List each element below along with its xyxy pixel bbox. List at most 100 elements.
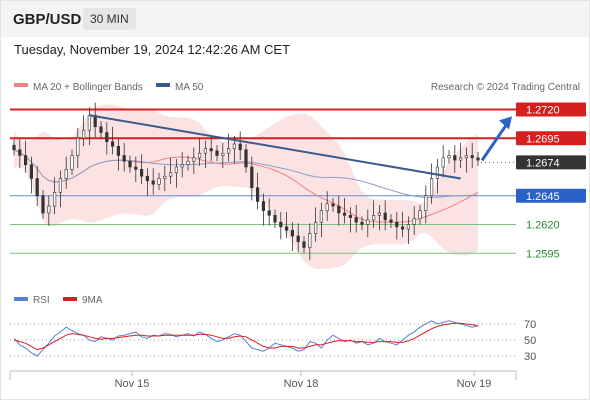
candle-body xyxy=(76,137,80,156)
header-bar: GBP/USD 30 MIN xyxy=(1,1,589,37)
price-legend: MA 20 + Bollinger Bands MA 50 Research ©… xyxy=(14,82,580,93)
candle-body xyxy=(203,148,208,154)
candle-body xyxy=(111,141,115,147)
candle-body xyxy=(447,155,451,159)
candle-body xyxy=(29,164,34,179)
candle-body xyxy=(99,126,103,133)
candle-body xyxy=(209,148,213,152)
price-plot: 1.2720 1.2695 1.2674 1.2645 1.2620 1.2595 xyxy=(10,102,586,270)
candle-body xyxy=(198,152,202,159)
rsi-legend-swatch xyxy=(14,297,28,301)
candle-body xyxy=(255,187,260,202)
candle-body xyxy=(360,221,364,225)
candle-body xyxy=(250,166,254,189)
forecast-arrow-shaft xyxy=(480,121,510,162)
candle-body xyxy=(116,146,120,156)
candle-body xyxy=(23,155,28,165)
candle-body xyxy=(12,144,16,151)
candle-body xyxy=(377,212,382,216)
candle-body xyxy=(412,218,416,225)
candle-body xyxy=(244,149,248,168)
candle-body xyxy=(296,235,300,243)
rsi-legend: RSI 9MA xyxy=(14,295,103,306)
candle-body xyxy=(267,210,271,216)
candle-body xyxy=(464,155,469,159)
copyright-text: Research © 2024 Trading Central xyxy=(431,82,580,93)
candle-body xyxy=(87,114,91,131)
candle-body xyxy=(238,143,242,151)
forecast-arrow-head xyxy=(499,116,512,130)
candle-body xyxy=(319,210,324,223)
candle-body xyxy=(186,160,190,165)
candle-body xyxy=(406,224,411,230)
candle-body xyxy=(70,155,74,170)
candle-body xyxy=(122,155,126,162)
timestamp: Tuesday, November 19, 2024 12:42:26 AM C… xyxy=(14,42,291,57)
candle-body xyxy=(453,155,457,161)
rsi-level-label-50: 50 xyxy=(524,335,536,347)
level-label-1.2595: 1.2595 xyxy=(526,248,560,260)
candle-body xyxy=(134,166,138,170)
candle-body xyxy=(389,219,393,223)
candle-body xyxy=(337,205,341,214)
candle-body xyxy=(302,241,306,248)
rsi-line xyxy=(13,320,479,357)
ma20-legend-label: MA 20 + Bollinger Bands xyxy=(33,82,143,93)
ma50-legend-label: MA 50 xyxy=(175,82,204,93)
candle-body xyxy=(284,226,289,231)
candle-body xyxy=(342,212,347,216)
candle-body xyxy=(151,180,155,185)
candle-body xyxy=(429,178,434,197)
candle-body xyxy=(174,166,179,174)
level-label-1.2620: 1.2620 xyxy=(526,220,560,232)
candle-body xyxy=(58,178,62,193)
candle-body xyxy=(47,205,51,214)
candle-body xyxy=(64,169,68,179)
candle-body xyxy=(354,217,358,223)
candle-body xyxy=(18,149,22,156)
candle-body xyxy=(157,178,161,185)
candle-body xyxy=(128,160,132,168)
candle-body xyxy=(273,215,277,223)
candle-body xyxy=(52,192,57,207)
level-badge-1.2720 xyxy=(516,102,586,117)
rsi-legend-label: RSI xyxy=(33,295,50,306)
ma50-legend-swatch xyxy=(156,83,170,87)
candle-body xyxy=(227,148,231,154)
level-label-1.2695: 1.2695 xyxy=(526,133,560,145)
candle-body xyxy=(82,129,86,139)
candle-body xyxy=(308,233,312,248)
candle-body xyxy=(371,215,376,221)
rsi-level-label-30: 30 xyxy=(524,351,536,363)
level-label-1.2720: 1.2720 xyxy=(526,105,560,117)
candle-body xyxy=(261,201,266,211)
candle-body xyxy=(383,212,387,221)
level-badge-1.2645 xyxy=(516,188,586,203)
candle-body xyxy=(395,221,399,228)
rsi-plot: 70 50 30 xyxy=(10,319,536,363)
rsi-ma-legend-label: 9MA xyxy=(82,295,103,306)
candle-body xyxy=(435,166,440,179)
candle-body xyxy=(215,150,219,156)
rsi-ma-legend-swatch xyxy=(63,297,77,301)
x-axis: Nov 15 Nov 18 Nov 19 xyxy=(9,370,517,390)
candle-body xyxy=(325,203,329,212)
level-label-1.2674: 1.2674 xyxy=(526,157,560,169)
candle-body xyxy=(140,169,144,177)
x-tick-label-0: Nov 15 xyxy=(115,378,150,390)
candle-body xyxy=(366,219,370,225)
candle-body xyxy=(470,155,474,159)
timeframe-badge[interactable]: 30 MIN xyxy=(83,8,136,30)
candle-body xyxy=(331,203,335,207)
level-label-1.2645: 1.2645 xyxy=(526,191,560,203)
candle-body xyxy=(221,152,225,156)
rsi-ma-line xyxy=(13,322,479,351)
trendline xyxy=(89,114,461,180)
candle-body xyxy=(458,157,463,161)
symbol-title: GBP/USD xyxy=(13,11,82,28)
candle-body xyxy=(290,229,295,237)
candle-body xyxy=(476,157,480,161)
candle-body xyxy=(418,210,422,220)
candle-body xyxy=(232,143,237,149)
